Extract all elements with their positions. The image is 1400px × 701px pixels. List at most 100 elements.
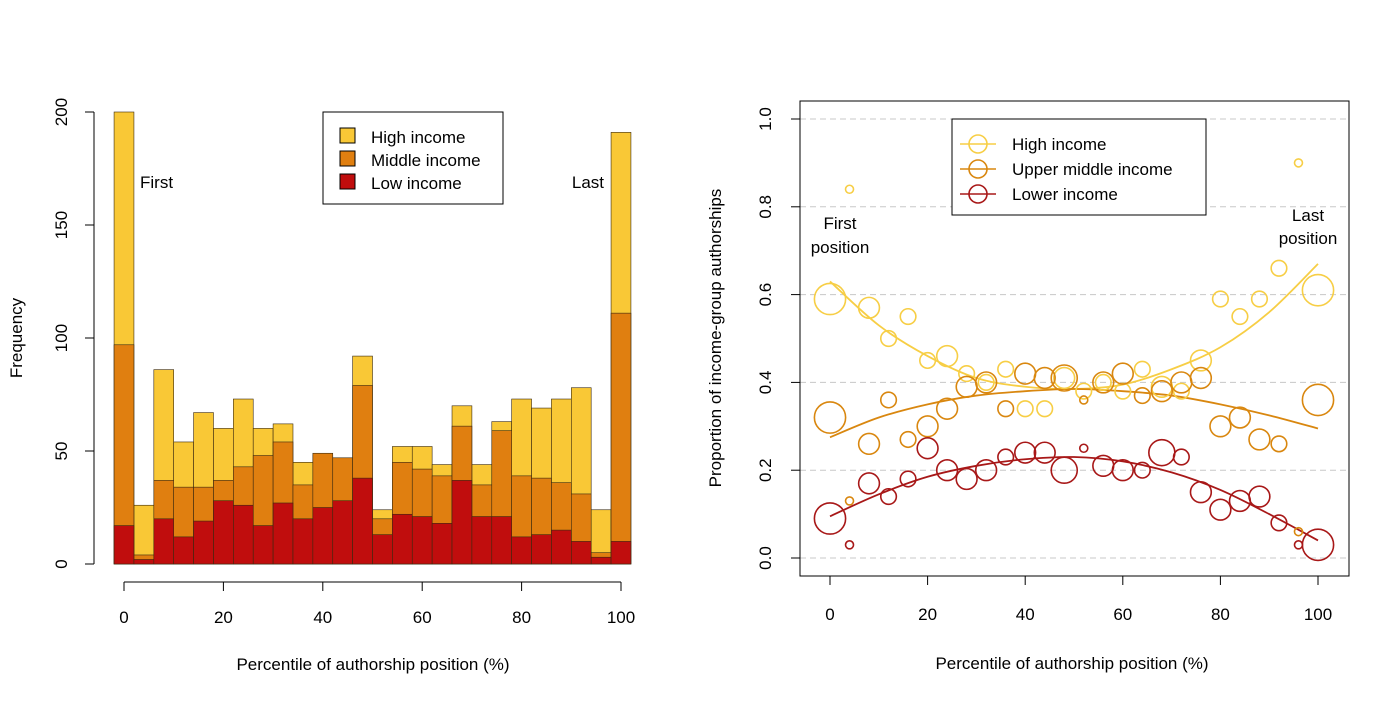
fitted-curve-upper-middle-income [829, 388, 1319, 439]
point-lower-income-0 [813, 502, 847, 535]
bar-low-income-19 [491, 516, 512, 565]
scatter-x-axis-label: Percentile of authorship position (%) [935, 654, 1208, 673]
annotation-first-position-line1: First [823, 214, 856, 233]
point-high-income-3 [879, 329, 898, 348]
histogram-bars [113, 111, 632, 565]
point-high-income-7 [958, 365, 976, 383]
scatter-x-tick-label: 80 [1211, 605, 1230, 624]
legend-marker-upper-middle-income [968, 159, 988, 179]
point-lower-income-9 [997, 448, 1015, 466]
bar-low-income-15 [411, 516, 433, 565]
annotation-first: First [140, 173, 173, 192]
legend-label-upper-middle-income: Upper middle income [1012, 160, 1173, 179]
scatter-y-tick-label: 0.0 [756, 546, 775, 570]
scatter-y-tick-label: 0.2 [756, 458, 775, 482]
scatter-y-axis-label: Proportion of income-group authorships [706, 189, 725, 488]
scatter-x-tick-label: 60 [1113, 605, 1132, 624]
point-lower-income-6 [935, 459, 959, 482]
bar-low-income-8 [272, 502, 294, 565]
annotation-last-position-line1: Last [1292, 206, 1324, 225]
legend-swatch-middle-income [339, 150, 356, 167]
point-lower-income-12 [1050, 456, 1079, 485]
point-upper-middle-income-24 [1293, 526, 1304, 537]
point-upper-middle-income-16 [1133, 386, 1151, 405]
point-high-income-6 [935, 344, 959, 368]
point-lower-income-8 [974, 459, 998, 482]
legend-label-high-income: High income [1012, 135, 1107, 154]
histogram-y-tick-label: 200 [52, 98, 71, 126]
scatter-x-tick-label: 0 [825, 605, 834, 624]
point-upper-middle-income-1 [844, 496, 855, 506]
histogram-x-tick-label: 100 [607, 608, 635, 627]
bar-low-income-24 [590, 556, 612, 565]
point-lower-income-1 [844, 540, 855, 550]
point-high-income-1 [844, 184, 855, 195]
point-lower-income-17 [1148, 438, 1176, 467]
scatter-x-tick-label: 40 [1016, 605, 1035, 624]
bar-low-income-7 [252, 525, 274, 565]
point-high-income-2 [857, 296, 881, 319]
point-upper-middle-income-8 [974, 371, 998, 394]
point-upper-middle-income-22 [1248, 428, 1271, 451]
point-high-income-20 [1211, 290, 1229, 308]
scatter-y-tick-label: 0.8 [756, 195, 775, 219]
point-upper-middle-income-10 [1013, 362, 1037, 385]
histogram-y-tick-label: 100 [52, 324, 71, 352]
point-lower-income-3 [879, 487, 898, 506]
histogram-legend: High income Middle income Low income [322, 111, 504, 205]
bar-low-income-5 [213, 500, 234, 565]
bar-low-income-21 [531, 534, 552, 565]
point-upper-middle-income-3 [879, 391, 898, 409]
point-upper-middle-income-9 [997, 400, 1015, 418]
point-lower-income-10 [1013, 441, 1037, 464]
scatter-plot-box [799, 100, 1350, 577]
bar-low-income-0 [113, 525, 135, 565]
point-upper-middle-income-23 [1270, 435, 1288, 453]
legend-label-middle-income: Middle income [371, 151, 481, 170]
scatter-y-tick-label: 0.6 [756, 283, 775, 307]
bar-low-income-22 [551, 529, 572, 565]
annotation-first-position-line2: position [811, 238, 870, 257]
point-lower-income-11 [1033, 441, 1056, 464]
point-upper-middle-income-21 [1228, 406, 1252, 429]
histogram-y-tick-label: 50 [52, 442, 71, 461]
histogram-x-tick-label: 80 [512, 608, 531, 627]
point-high-income-8 [977, 373, 995, 392]
bar-low-income-1 [133, 559, 155, 565]
point-lower-income-16 [1133, 461, 1151, 479]
point-upper-middle-income-0 [813, 401, 847, 434]
point-high-income-9 [997, 360, 1015, 378]
point-high-income-4 [899, 307, 917, 326]
bar-low-income-3 [173, 536, 194, 565]
bar-low-income-25 [610, 541, 632, 565]
bar-low-income-6 [233, 504, 254, 565]
legend-marker-lower-income [968, 184, 988, 204]
point-high-income-16 [1133, 360, 1151, 378]
point-upper-middle-income-11 [1033, 366, 1056, 390]
bar-low-income-2 [153, 518, 175, 565]
legend-label-high-income: High income [371, 128, 466, 147]
bar-low-income-16 [431, 523, 453, 565]
point-upper-middle-income-17 [1150, 379, 1174, 403]
point-high-income-25 [1301, 273, 1335, 307]
bar-low-income-13 [372, 534, 393, 565]
scatter-fitted-curves [829, 263, 1319, 542]
scatter-legend-box [951, 118, 1207, 216]
point-lower-income-15 [1111, 459, 1135, 482]
legend-swatch-low-income [339, 173, 356, 190]
point-lower-income-4 [899, 470, 917, 488]
point-lower-income-20 [1209, 498, 1232, 521]
point-upper-middle-income-6 [935, 397, 959, 420]
legend-swatch-high-income [339, 127, 356, 144]
scatter-axes: 0 20 40 60 80 100 0.0 0.2 0.4 0.6 0.8 1.0 [756, 100, 1350, 624]
histogram-x-tick-label: 60 [413, 608, 432, 627]
point-lower-income-18 [1172, 448, 1190, 466]
scatter-points [813, 158, 1335, 562]
bar-low-income-10 [312, 507, 334, 565]
annotation-last-position-line2: position [1279, 229, 1338, 248]
point-high-income-14 [1094, 373, 1112, 392]
scatter-x-tick-label: 20 [918, 605, 937, 624]
point-upper-middle-income-7 [955, 375, 978, 398]
histogram-axes: 0 20 40 60 80 100 0 50 100 150 200 [52, 98, 635, 627]
point-high-income-13 [1075, 382, 1093, 400]
